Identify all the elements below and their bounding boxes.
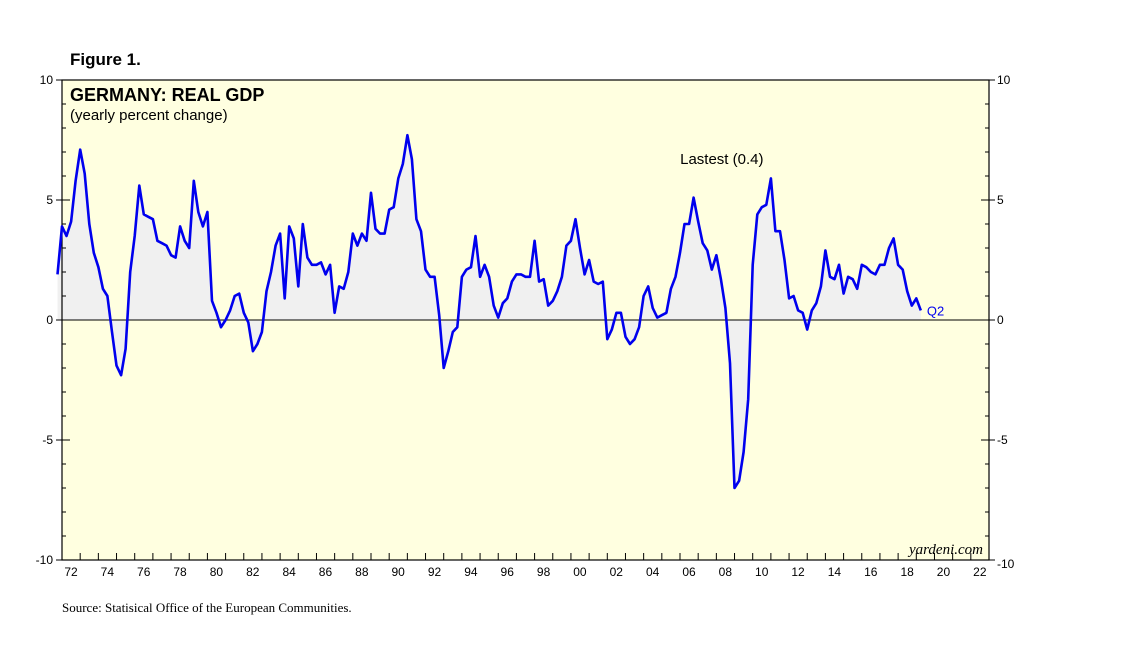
x-tick-label: 16: [864, 565, 878, 579]
series-line: [56, 133, 923, 490]
x-tick-label: 00: [573, 565, 587, 579]
y-tick-label-right: 5: [997, 193, 1004, 207]
y-tick-label-left: -10: [36, 553, 54, 567]
x-tick-label: 90: [391, 565, 405, 579]
figure-label: Figure 1.: [70, 50, 141, 69]
y-tick-label-right: 0: [997, 313, 1004, 327]
y-tick-label-left: -5: [42, 433, 53, 447]
x-tick-label: 10: [755, 565, 769, 579]
x-tick-label: 84: [282, 565, 296, 579]
watermark: yardeni.com: [907, 542, 983, 558]
x-tick-label: 04: [646, 565, 660, 579]
x-tick-label: 98: [537, 565, 551, 579]
x-tick-label: 74: [101, 565, 115, 579]
x-tick-label: 78: [173, 565, 187, 579]
chart-subtitle: (yearly percent change): [70, 107, 228, 124]
x-tick-label: 20: [937, 565, 951, 579]
x-tick-label: 86: [319, 565, 333, 579]
source-note: Source: Statisical Office of the Europea…: [62, 600, 352, 615]
x-tick-label: 08: [719, 565, 733, 579]
y-tick-label-left: 0: [46, 313, 53, 327]
area-fill: [57, 135, 921, 488]
end-label-q2: Q2: [927, 303, 944, 318]
x-tick-label: 82: [246, 565, 260, 579]
x-tick-label: 92: [428, 565, 442, 579]
y-tick-label-right: -5: [997, 433, 1008, 447]
chart-title: GERMANY: REAL GDP: [70, 85, 264, 105]
x-tick-label: 88: [355, 565, 369, 579]
x-tick-label: 14: [828, 565, 842, 579]
x-tick-label: 22: [973, 565, 987, 579]
x-tick-label: 02: [610, 565, 624, 579]
x-tick-label: 76: [137, 565, 151, 579]
x-tick-label: 06: [682, 565, 696, 579]
x-tick-label: 96: [501, 565, 515, 579]
y-tick-label-left: 5: [46, 193, 53, 207]
y-tick-label-right: -10: [997, 557, 1015, 571]
x-tick-label: 12: [791, 565, 805, 579]
y-tick-label-left: 10: [40, 73, 54, 87]
x-tick-label: 18: [900, 565, 914, 579]
x-tick-label: 80: [210, 565, 224, 579]
x-tick-label: 72: [64, 565, 78, 579]
y-tick-label-right: 10: [997, 73, 1011, 87]
latest-annotation: Lastest (0.4): [680, 151, 763, 168]
x-tick-label: 94: [464, 565, 478, 579]
